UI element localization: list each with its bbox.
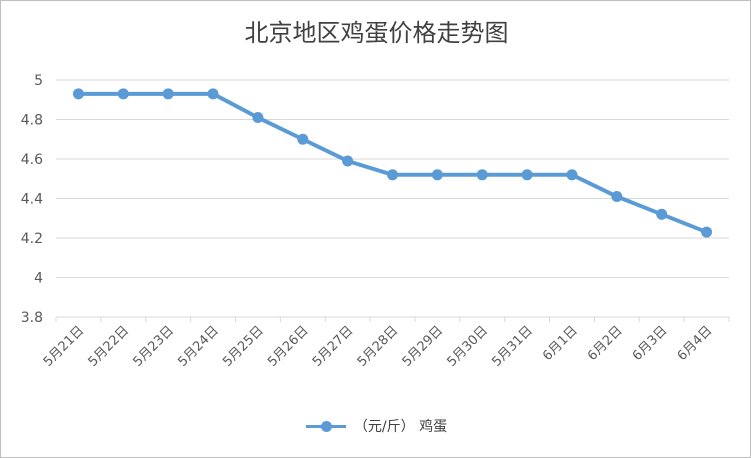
x-tick-label: 5月27日 [310, 323, 357, 370]
data-point [521, 169, 533, 181]
x-tick-label: 5月22日 [86, 323, 133, 370]
x-tick-label: 5月28日 [355, 323, 402, 370]
data-point [701, 226, 713, 238]
data-point [297, 133, 309, 145]
x-tick-label: 6月3日 [630, 323, 671, 364]
x-tick-label: 5月25日 [220, 323, 267, 370]
series-line [76, 91, 709, 235]
data-point [656, 208, 668, 220]
data-point [611, 191, 623, 203]
x-tick-label: 5月31日 [489, 323, 536, 370]
data-point [72, 88, 84, 100]
legend-swatch [305, 420, 346, 432]
data-point [207, 88, 219, 100]
y-tick-label: 3.8 [21, 310, 43, 326]
data-point [162, 88, 174, 100]
x-tick-label: 6月1日 [540, 323, 581, 364]
data-point [476, 169, 488, 181]
y-tick-label: 4 [34, 271, 43, 287]
legend-label: （元/斤） 鸡蛋 [353, 419, 448, 435]
data-point [342, 155, 354, 167]
x-tick-label: 5月29日 [400, 323, 447, 370]
data-point [117, 88, 129, 100]
legend: （元/斤） 鸡蛋 [1, 416, 750, 436]
x-tick-label: 5月26日 [265, 323, 312, 370]
y-tick-label: 4.8 [21, 113, 43, 129]
data-point [387, 169, 398, 181]
y-tick-label: 4.2 [21, 231, 43, 247]
chart-title: 北京地区鸡蛋价格走势图 [244, 19, 509, 47]
x-tick-label: 5月21日 [41, 323, 88, 370]
data-point [252, 112, 264, 124]
x-tick-label: 6月2日 [585, 323, 626, 364]
data-point [431, 169, 443, 181]
x-tick-label: 5月23日 [130, 323, 177, 370]
y-tick-label: 5 [34, 73, 43, 89]
data-point [566, 169, 578, 181]
x-tick-label: 6月4日 [675, 323, 716, 364]
x-tick-label: 5月30日 [445, 323, 492, 370]
x-tick-label: 5月24日 [175, 323, 222, 370]
y-tick-label: 4.6 [21, 152, 43, 168]
y-tick-label: 4.4 [21, 192, 43, 208]
